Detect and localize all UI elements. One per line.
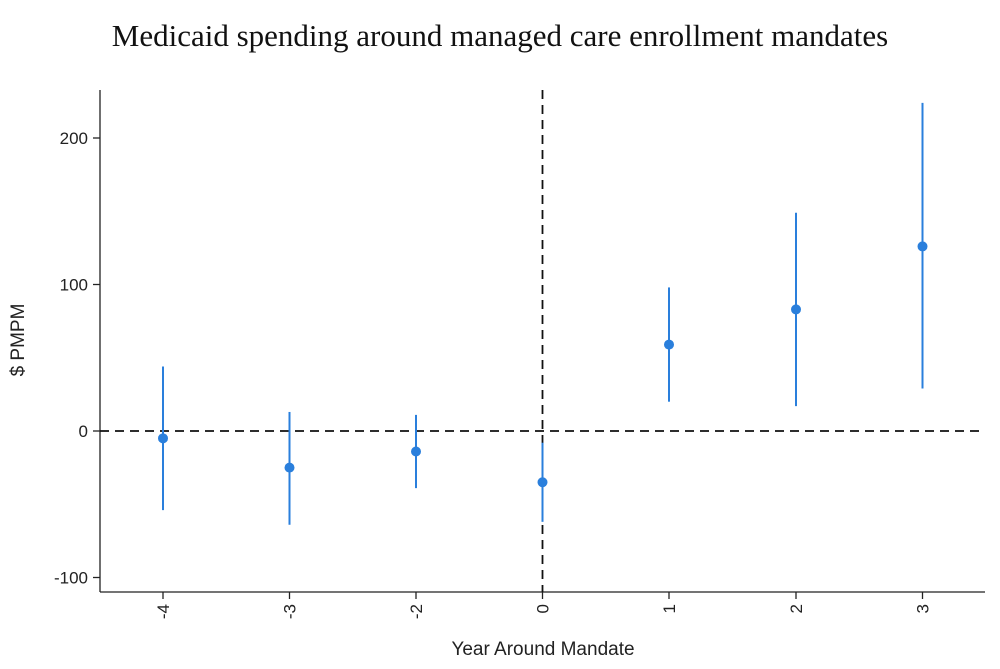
y-tick-label: 0 [79, 422, 88, 441]
estimate-point [411, 446, 421, 457]
y-ticks: -100 0 100 200 [54, 129, 100, 588]
x-axis-label: Year Around Mandate [451, 639, 634, 660]
y-tick-label: 100 [60, 276, 88, 295]
estimate-point [158, 433, 168, 444]
x-ticks: -4 -3 -2 0 1 2 3 [154, 592, 933, 619]
x-tick-label: 1 [660, 604, 679, 613]
point-estimates [158, 241, 928, 488]
estimate-point [664, 339, 674, 350]
estimate-point [791, 304, 801, 315]
x-tick-label: 0 [534, 604, 553, 613]
reference-lines [100, 90, 985, 592]
x-tick-label: -3 [281, 604, 300, 619]
estimate-point [917, 241, 928, 252]
x-tick-label: -4 [154, 604, 173, 619]
chart-title: Medicaid spending around managed care en… [111, 18, 889, 53]
estimate-point [284, 462, 295, 473]
x-tick-label: 2 [787, 604, 806, 613]
x-tick-label: -2 [407, 604, 426, 619]
y-axis-label: $ PMPM [8, 304, 29, 377]
x-tick-label: 3 [914, 604, 933, 613]
estimate-point [537, 477, 548, 488]
y-tick-label: -100 [54, 569, 88, 588]
y-tick-label: 200 [60, 129, 88, 148]
